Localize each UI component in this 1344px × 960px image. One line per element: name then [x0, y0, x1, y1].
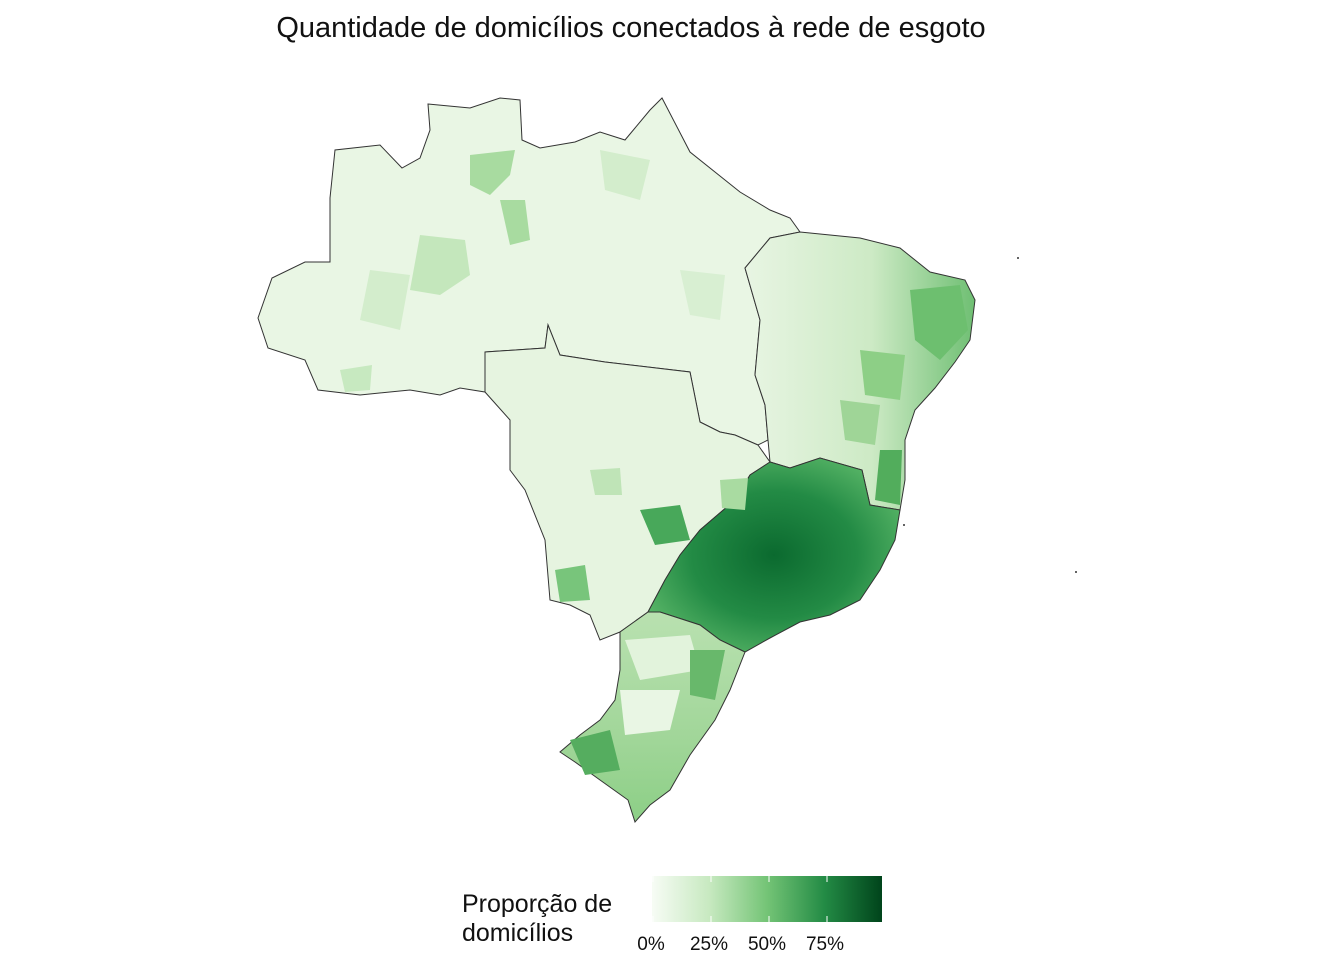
legend-tick-labels: 0% 25% 50% 75%: [0, 934, 1344, 958]
legend-title-line1: Proporção de: [462, 890, 613, 918]
legend-tick-label: 75%: [805, 934, 845, 955]
map-shading-sul: [570, 635, 725, 775]
legend-tick-label: 50%: [747, 934, 787, 955]
legend-title-line2: domicílios: [462, 919, 574, 947]
map-shading-centro-oeste: [555, 468, 748, 602]
chart-title: Quantidade de domicílios conectados à re…: [276, 12, 986, 44]
map-shading-norte: [340, 150, 725, 392]
legend-title: Proporção de domicílios: [462, 890, 642, 948]
region-sudeste: [647, 457, 901, 653]
legend-tick-label: 0%: [637, 934, 665, 955]
map-shading-nordeste: [840, 285, 968, 505]
map-islands: [903, 257, 1077, 573]
legend-tick-label: 25%: [689, 934, 729, 955]
legend-color-bar: [652, 876, 882, 922]
